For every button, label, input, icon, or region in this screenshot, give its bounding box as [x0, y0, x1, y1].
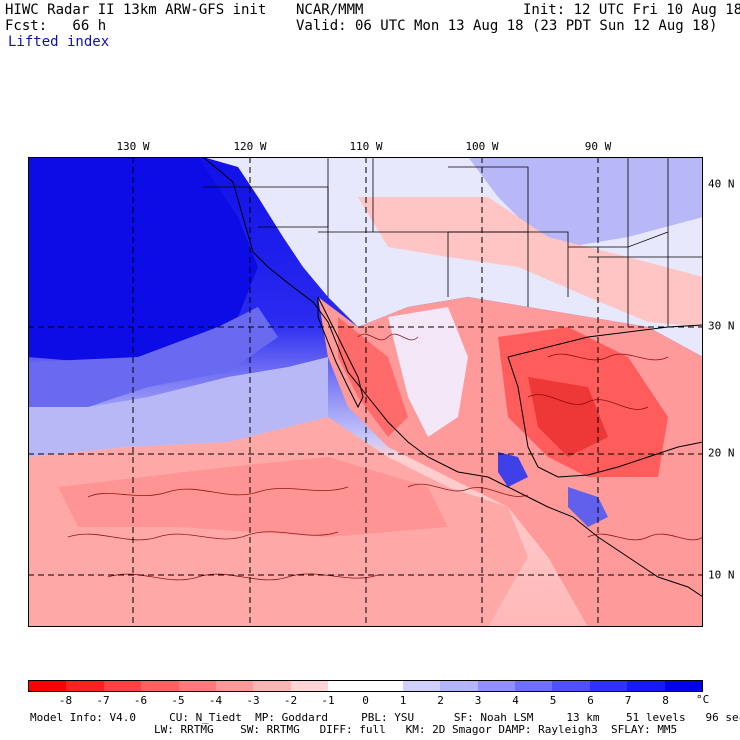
colorbar-swatch	[141, 681, 179, 691]
colorbar-tick-label: 1	[399, 694, 407, 707]
colorbar-swatch	[215, 681, 254, 691]
colorbar-swatch	[253, 681, 291, 691]
model-info-line1: Model Info: V4.0 CU: N_Tiedt MP: Goddard…	[30, 711, 740, 724]
colorbar-swatch	[477, 681, 516, 691]
colorbar-tick-label: -4	[208, 694, 223, 707]
colorbar-tick-label: -2	[283, 694, 298, 707]
colorbar-unit: °C	[696, 693, 710, 706]
colorbar-tick-label: 6	[587, 694, 594, 707]
colorbar-swatch	[589, 681, 628, 691]
lat-label-40n: 40 N	[708, 177, 735, 191]
transition-band	[28, 357, 328, 457]
colorbar-tick-label: -6	[133, 694, 148, 707]
valid-time: Valid: 06 UTC Mon 13 Aug 18 (23 PDT Sun …	[296, 18, 718, 34]
colorbar-swatch	[515, 681, 553, 691]
field-name: Lifted index	[8, 34, 110, 50]
colorbar-swatch	[29, 681, 67, 691]
colorbar-tick-label: -1	[321, 694, 335, 707]
colorbar-tick-label: -8	[58, 694, 73, 707]
state-borders	[203, 157, 703, 327]
lon-label-90w: 90 W	[584, 140, 612, 153]
colorbar-swatch	[552, 681, 590, 691]
lon-label-130w: 130 W	[116, 140, 150, 153]
lon-label-120w: 120 W	[233, 140, 267, 153]
lat-label-20n: 20 N	[708, 446, 735, 460]
lon-label-110w: 110 W	[349, 140, 383, 153]
colorbar-tick-label: 3	[474, 694, 482, 707]
lifted-index-map	[28, 157, 703, 627]
colorbar-tick-label: 4	[512, 694, 519, 707]
colorbar-tick-label: 7	[624, 694, 632, 707]
center-label: NCAR/MMM	[296, 2, 364, 18]
colorbar-swatch	[66, 681, 104, 691]
colorbar-swatch	[103, 681, 142, 691]
init-time: Init: 12 UTC Fri 10 Aug 18	[523, 2, 740, 18]
forecast-hour: Fcst: 66 h	[5, 18, 107, 34]
lat-label-10n: 10 N	[708, 568, 735, 582]
colorbar-swatch	[365, 681, 403, 691]
stable-air-region	[28, 157, 258, 362]
colorbar-tick-label: 2	[437, 694, 444, 707]
colorbar-tick-label: 5	[549, 694, 557, 707]
colorbar-tick-label: -5	[171, 694, 185, 707]
colorbar-swatch	[664, 681, 703, 691]
lat-label-30n: 30 N	[708, 319, 735, 333]
colorbar-tick-label: 8	[662, 694, 669, 707]
colorbar-swatch	[290, 681, 329, 691]
colorbar	[28, 680, 703, 692]
model-title: HIWC Radar II 13km ARW-GFS init	[5, 2, 267, 18]
colorbar-tick-label: -7	[96, 694, 110, 707]
colorbar-tick-label: -3	[246, 694, 260, 707]
map-frame	[28, 157, 703, 627]
baja-coastline	[317, 296, 364, 409]
stable-air-band	[28, 307, 278, 407]
colorbar-swatch	[328, 681, 366, 691]
colorbar-tick-label: 0	[362, 694, 369, 707]
lon-label-100w: 100 W	[465, 140, 499, 153]
colorbar-swatch	[627, 681, 665, 691]
colorbar-swatch	[402, 681, 441, 691]
latlon-grid	[28, 157, 703, 627]
colorbar-swatch	[440, 681, 478, 691]
model-info-line2: LW: RRTMG SW: RRTMG DIFF: full KM: 2D Sm…	[154, 723, 678, 736]
contour-lines	[67, 333, 703, 581]
colorbar-swatch	[178, 681, 216, 691]
